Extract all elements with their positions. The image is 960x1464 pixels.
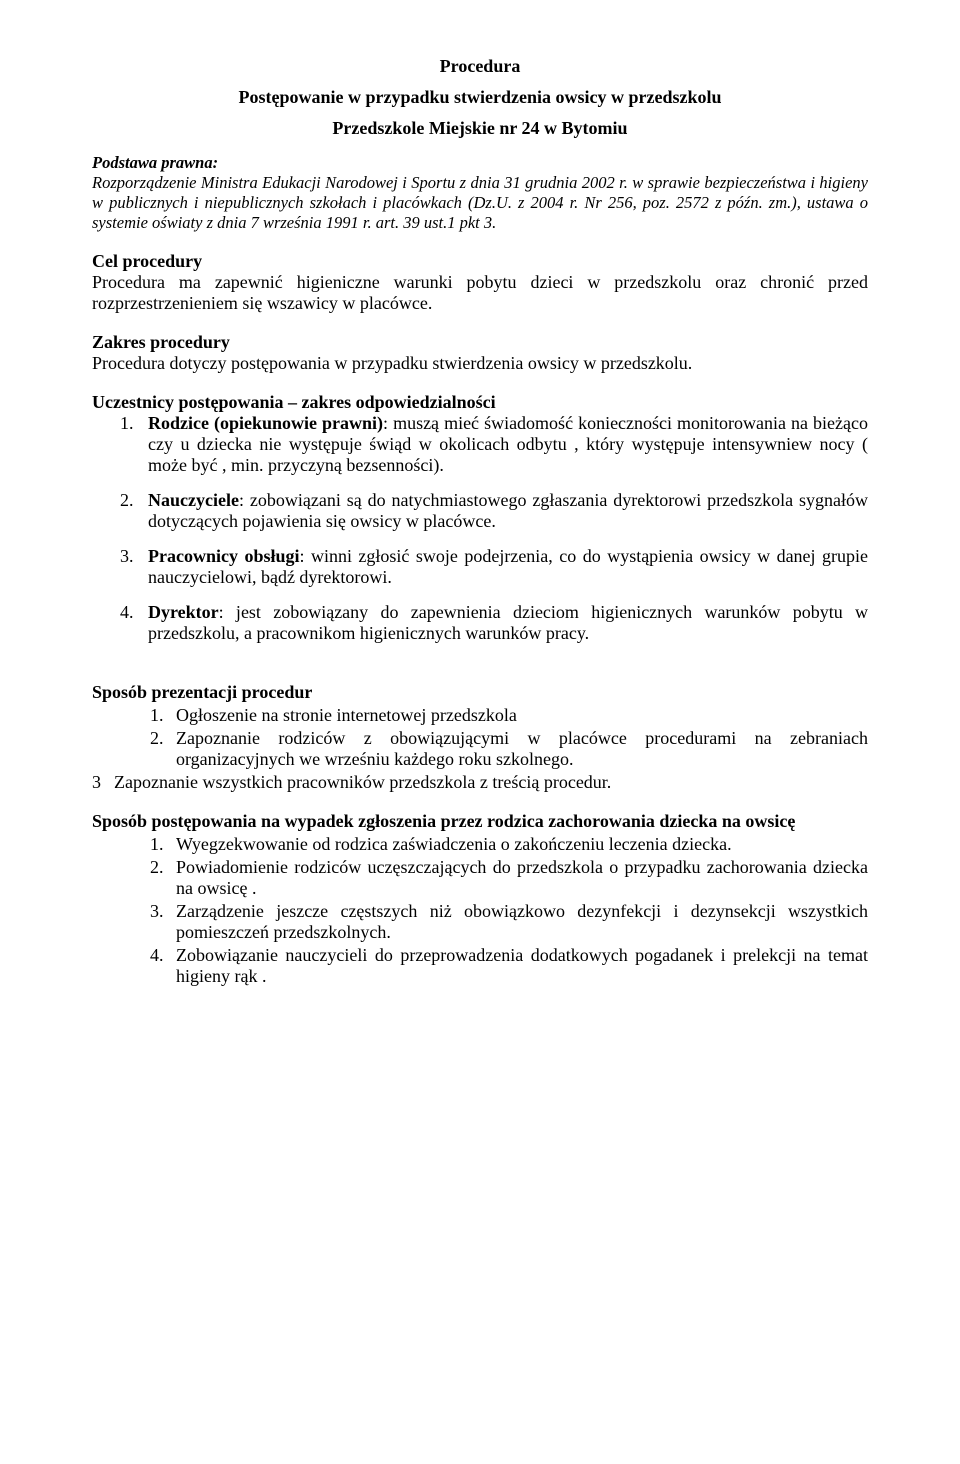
sub-number: 4.: [150, 945, 176, 987]
sub-text: Zarządzenie jeszcze częstszych niż obowi…: [176, 901, 868, 943]
prezentacja-list: 1. Ogłoszenie na stronie internetowej pr…: [92, 705, 868, 770]
list-number: 1.: [92, 413, 148, 476]
list-lead: Dyrektor: [148, 602, 219, 622]
list-body: Pracownicy obsługi: winni zgłosić swoje …: [148, 546, 868, 588]
legal-basis-label: Podstawa prawna:: [92, 153, 868, 173]
postepowanie-list: 1. Wyegzekwowanie od rodzica zaświadczen…: [92, 834, 868, 987]
sub-text: Ogłoszenie na stronie internetowej przed…: [176, 705, 868, 726]
list-lead: Nauczyciele: [148, 490, 239, 510]
cel-body: Procedura ma zapewnić higieniczne warunk…: [92, 272, 868, 314]
sub-number: 1.: [150, 705, 176, 726]
prezentacja-title: Sposób prezentacji procedur: [92, 682, 868, 703]
legal-basis-text: Rozporządzenie Ministra Edukacji Narodow…: [92, 173, 868, 233]
cel-title: Cel procedury: [92, 251, 868, 272]
list-text: : jest zobowiązany do zapewnienia dzieci…: [148, 602, 868, 643]
sub-text: Zobowiązanie nauczycieli do przeprowadze…: [176, 945, 868, 987]
zakres-body: Procedura dotyczy postępowania w przypad…: [92, 353, 868, 374]
prezentacja-item-3: 3 Zapoznanie wszystkich pracowników prze…: [92, 772, 868, 793]
sub-text: Wyegzekwowanie od rodzica zaświadczenia …: [176, 834, 868, 855]
list-lead: Pracownicy obsługi: [148, 546, 299, 566]
title-przedszkole: Przedszkole Miejskie nr 24 w Bytomiu: [92, 118, 868, 139]
uczestnicy-item: 4. Dyrektor: jest zobowiązany do zapewni…: [92, 602, 868, 644]
document-page: Procedura Postępowanie w przypadku stwie…: [0, 0, 960, 1464]
title-postepowanie: Postępowanie w przypadku stwierdzenia ow…: [92, 87, 868, 108]
postepowanie-item: 3. Zarządzenie jeszcze częstszych niż ob…: [150, 901, 868, 943]
spacer: [92, 662, 868, 682]
uczestnicy-list: 1. Rodzice (opiekunowie prawni): muszą m…: [92, 413, 868, 644]
list-lead: Rodzice (opiekunowie prawni): [148, 413, 383, 433]
title-procedura: Procedura: [92, 56, 868, 77]
postepowanie-title: Sposób postępowania na wypadek zgłoszeni…: [92, 811, 868, 832]
sub-number: 3: [92, 772, 114, 793]
uczestnicy-item: 3. Pracownicy obsługi: winni zgłosić swo…: [92, 546, 868, 588]
list-number: 4.: [92, 602, 148, 644]
uczestnicy-item: 2. Nauczyciele: zobowiązani są do natych…: [92, 490, 868, 532]
list-body: Dyrektor: jest zobowiązany do zapewnieni…: [148, 602, 868, 644]
sub-number: 2.: [150, 857, 176, 899]
list-number: 2.: [92, 490, 148, 532]
list-number: 3.: [92, 546, 148, 588]
sub-text: Zapoznanie wszystkich pracowników przeds…: [114, 772, 868, 793]
list-body: Nauczyciele: zobowiązani są do natychmia…: [148, 490, 868, 532]
sub-number: 3.: [150, 901, 176, 943]
prezentacja-item: 2. Zapoznanie rodziców z obowiązującymi …: [150, 728, 868, 770]
sub-number: 2.: [150, 728, 176, 770]
zakres-title: Zakres procedury: [92, 332, 868, 353]
sub-text: Powiadomienie rodziców uczęszczających d…: [176, 857, 868, 899]
postepowanie-item: 2. Powiadomienie rodziców uczęszczającyc…: [150, 857, 868, 899]
list-text: : zobowiązani są do natychmiastowego zgł…: [148, 490, 868, 531]
list-body: Rodzice (opiekunowie prawni): muszą mieć…: [148, 413, 868, 476]
postepowanie-item: 4. Zobowiązanie nauczycieli do przeprowa…: [150, 945, 868, 987]
postepowanie-item: 1. Wyegzekwowanie od rodzica zaświadczen…: [150, 834, 868, 855]
sub-number: 1.: [150, 834, 176, 855]
prezentacja-item: 1. Ogłoszenie na stronie internetowej pr…: [150, 705, 868, 726]
uczestnicy-title: Uczestnicy postępowania – zakres odpowie…: [92, 392, 868, 413]
sub-text: Zapoznanie rodziców z obowiązującymi w p…: [176, 728, 868, 770]
uczestnicy-item: 1. Rodzice (opiekunowie prawni): muszą m…: [92, 413, 868, 476]
